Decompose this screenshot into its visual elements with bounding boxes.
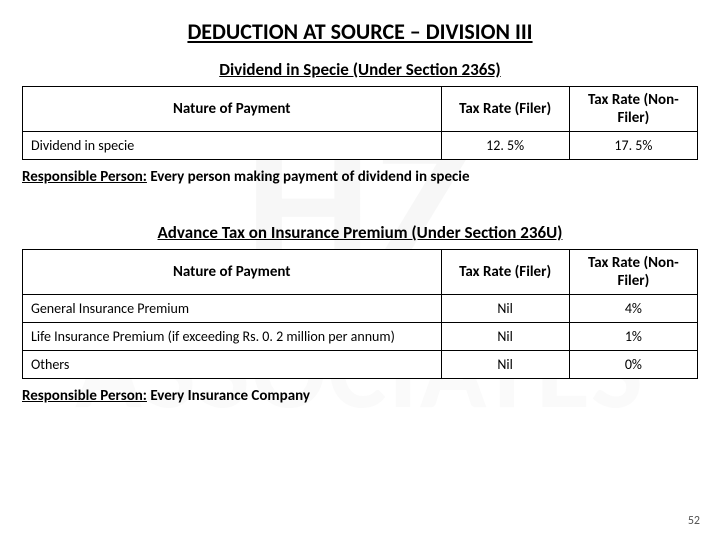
cell-nature: General Insurance Premium bbox=[23, 295, 442, 323]
section1-heading: Dividend in Specie (Under Section 236S) bbox=[22, 59, 698, 80]
cell-filer: Nil bbox=[441, 351, 569, 379]
table-row: Dividend in specie 12. 5% 17. 5% bbox=[23, 132, 698, 160]
cell-nature: Others bbox=[23, 351, 442, 379]
slide-content: DEDUCTION AT SOURCE – DIVISION III Divid… bbox=[0, 0, 720, 453]
table-header-row: Nature of Payment Tax Rate (Filer) Tax R… bbox=[23, 250, 698, 295]
section2-table: Nature of Payment Tax Rate (Filer) Tax R… bbox=[22, 249, 698, 379]
cell-filer: Nil bbox=[441, 323, 569, 351]
col-nonfiler: Tax Rate (Non-Filer) bbox=[569, 250, 697, 295]
table-row: Others Nil 0% bbox=[23, 351, 698, 379]
cell-nature: Life Insurance Premium (if exceeding Rs.… bbox=[23, 323, 442, 351]
table-row: Life Insurance Premium (if exceeding Rs.… bbox=[23, 323, 698, 351]
responsible-label: Responsible Person: bbox=[22, 387, 147, 405]
section2-heading: Advance Tax on Insurance Premium (Under … bbox=[22, 222, 698, 243]
cell-nonfiler: 17. 5% bbox=[569, 132, 697, 160]
section1-table: Nature of Payment Tax Rate (Filer) Tax R… bbox=[22, 86, 698, 160]
col-nature: Nature of Payment bbox=[23, 250, 442, 295]
table-header-row: Nature of Payment Tax Rate (Filer) Tax R… bbox=[23, 87, 698, 132]
col-filer: Tax Rate (Filer) bbox=[441, 87, 569, 132]
col-nature: Nature of Payment bbox=[23, 87, 442, 132]
col-nonfiler: Tax Rate (Non-Filer) bbox=[569, 87, 697, 132]
cell-filer: 12. 5% bbox=[441, 132, 569, 160]
table-row: General Insurance Premium Nil 4% bbox=[23, 295, 698, 323]
cell-nonfiler: 1% bbox=[569, 323, 697, 351]
cell-nature: Dividend in specie bbox=[23, 132, 442, 160]
responsible-text: Every person making payment of dividend … bbox=[147, 168, 470, 186]
responsible-label: Responsible Person: bbox=[22, 168, 147, 186]
cell-filer: Nil bbox=[441, 295, 569, 323]
responsible-text: Every Insurance Company bbox=[147, 387, 310, 405]
section2-responsible: Responsible Person: Every Insurance Comp… bbox=[22, 387, 698, 405]
page-number: 52 bbox=[688, 514, 700, 528]
cell-nonfiler: 0% bbox=[569, 351, 697, 379]
page-title: DEDUCTION AT SOURCE – DIVISION III bbox=[22, 18, 698, 45]
cell-nonfiler: 4% bbox=[569, 295, 697, 323]
col-filer: Tax Rate (Filer) bbox=[441, 250, 569, 295]
section1-responsible: Responsible Person: Every person making … bbox=[22, 168, 698, 186]
